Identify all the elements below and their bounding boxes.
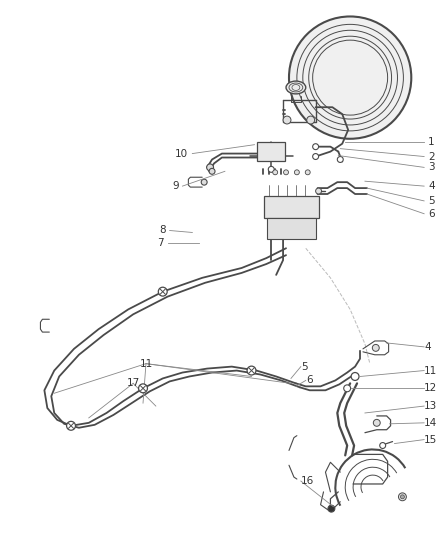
Circle shape [313,154,318,159]
Text: 14: 14 [424,418,438,428]
Text: 9: 9 [172,181,179,191]
Text: 4: 4 [428,181,434,191]
Circle shape [380,442,385,448]
Circle shape [268,166,274,172]
Text: 6: 6 [306,375,312,385]
Text: 17: 17 [127,378,140,389]
Circle shape [138,384,148,393]
Text: 11: 11 [139,359,152,369]
Text: 13: 13 [424,401,438,411]
Circle shape [399,493,406,500]
Circle shape [289,17,411,139]
Text: 3: 3 [428,163,434,172]
Text: 11: 11 [424,366,438,376]
Text: 5: 5 [301,361,307,372]
Circle shape [313,144,318,150]
Circle shape [294,170,299,175]
Circle shape [316,188,321,194]
Text: 6: 6 [428,209,434,219]
Circle shape [305,170,310,175]
Circle shape [247,366,256,375]
Bar [264,196,318,217]
FancyBboxPatch shape [258,142,285,161]
Circle shape [337,157,343,163]
Text: 5: 5 [428,196,434,206]
Circle shape [273,170,278,175]
Circle shape [307,116,314,124]
Circle shape [201,179,207,185]
Text: 15: 15 [424,434,438,445]
Text: 8: 8 [159,225,166,236]
Circle shape [283,170,289,175]
Text: 10: 10 [175,149,188,158]
Ellipse shape [286,81,306,94]
Circle shape [283,116,291,124]
Bar [267,217,316,239]
Circle shape [373,419,380,426]
Circle shape [328,505,335,512]
Circle shape [351,373,359,381]
Text: 12: 12 [424,383,438,393]
Circle shape [158,287,167,296]
Circle shape [372,344,379,351]
Circle shape [67,422,75,430]
Circle shape [344,385,351,392]
Text: 7: 7 [157,238,164,248]
Circle shape [207,164,214,171]
Circle shape [209,168,215,174]
Text: 2: 2 [428,151,434,161]
Text: 4: 4 [424,342,431,352]
Text: 1: 1 [428,137,434,147]
Text: 16: 16 [301,476,314,486]
Circle shape [400,495,404,499]
